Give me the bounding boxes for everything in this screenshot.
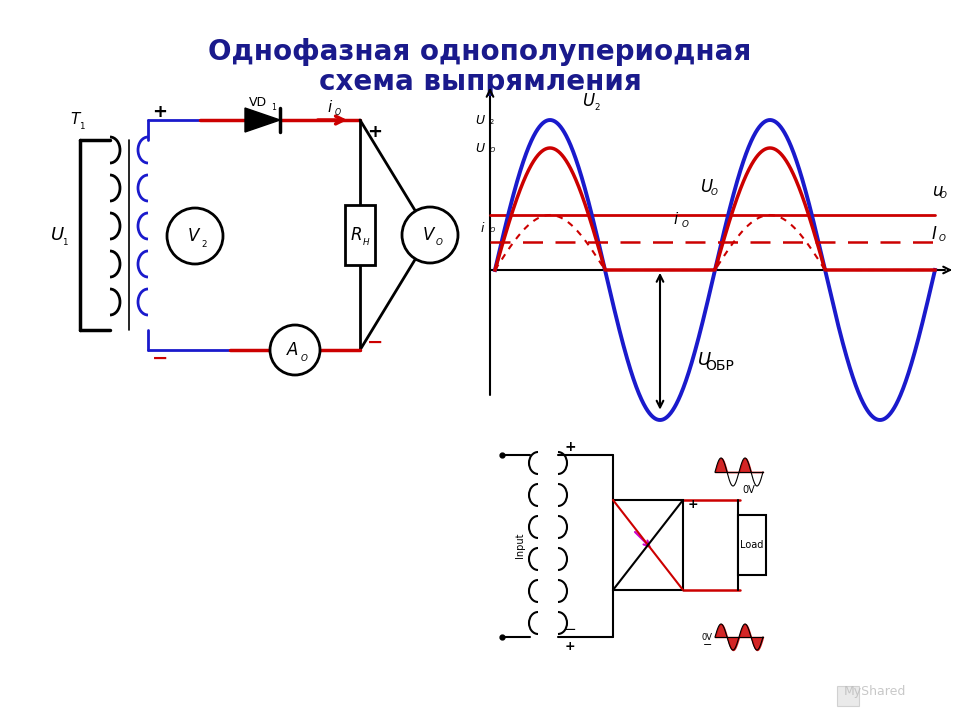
Text: $_1$: $_1$ <box>61 235 68 248</box>
FancyBboxPatch shape <box>613 500 683 590</box>
Text: V: V <box>187 227 199 245</box>
Circle shape <box>270 325 320 375</box>
Circle shape <box>167 208 223 264</box>
Text: Load: Load <box>740 540 764 550</box>
FancyBboxPatch shape <box>837 686 859 706</box>
Text: −: − <box>152 348 168 367</box>
Text: $_H$: $_H$ <box>362 235 371 248</box>
Text: MyShared: MyShared <box>844 685 906 698</box>
Text: T: T <box>70 112 80 127</box>
Text: $_O$: $_O$ <box>939 188 948 201</box>
Text: +: + <box>564 641 575 654</box>
Text: Однофазная однополупериодная: Однофазная однополупериодная <box>208 38 752 66</box>
Text: схема выпрямления: схема выпрямления <box>319 68 641 96</box>
Circle shape <box>402 207 458 263</box>
Text: $_O$: $_O$ <box>489 145 496 155</box>
Text: 0V: 0V <box>742 485 755 495</box>
Text: $_2$: $_2$ <box>489 117 494 127</box>
Text: V: V <box>422 226 434 244</box>
Text: $_1$: $_1$ <box>271 102 277 114</box>
Text: $_O$: $_O$ <box>938 232 947 245</box>
FancyBboxPatch shape <box>738 515 766 575</box>
Text: +: + <box>564 440 576 454</box>
Text: $_O$: $_O$ <box>709 184 718 197</box>
Text: I: I <box>932 225 937 243</box>
Text: U: U <box>700 178 712 196</box>
Text: −: − <box>367 333 383 351</box>
Text: t: t <box>959 271 960 286</box>
Text: $_O$: $_O$ <box>334 107 342 120</box>
Text: R: R <box>350 226 362 244</box>
Text: 0V: 0V <box>701 632 712 642</box>
Text: U: U <box>475 142 484 155</box>
Text: $_O$: $_O$ <box>489 225 496 235</box>
Text: Input: Input <box>515 532 525 558</box>
Text: +: + <box>688 498 699 511</box>
Polygon shape <box>245 108 280 132</box>
Text: u: u <box>932 181 943 199</box>
Text: U: U <box>52 226 64 244</box>
Text: U: U <box>582 92 594 110</box>
Text: +: + <box>153 103 167 121</box>
Text: −: − <box>564 621 576 636</box>
Text: $_O$: $_O$ <box>300 351 308 364</box>
Text: $_2$: $_2$ <box>201 236 207 250</box>
Text: +: + <box>368 123 382 141</box>
Text: $_O$: $_O$ <box>681 217 689 230</box>
Text: U: U <box>699 351 711 369</box>
Text: i: i <box>481 222 484 235</box>
Text: VD: VD <box>249 96 267 109</box>
Text: $_2$: $_2$ <box>593 100 600 113</box>
FancyBboxPatch shape <box>345 205 375 265</box>
Text: U: U <box>475 114 484 127</box>
Text: i: i <box>328 99 332 114</box>
Text: A: A <box>287 341 299 359</box>
Text: −: − <box>703 640 712 650</box>
Text: $_O$: $_O$ <box>435 235 444 248</box>
Text: ОБР: ОБР <box>706 359 734 373</box>
Text: $_1$: $_1$ <box>79 119 85 132</box>
Text: i: i <box>674 212 678 228</box>
